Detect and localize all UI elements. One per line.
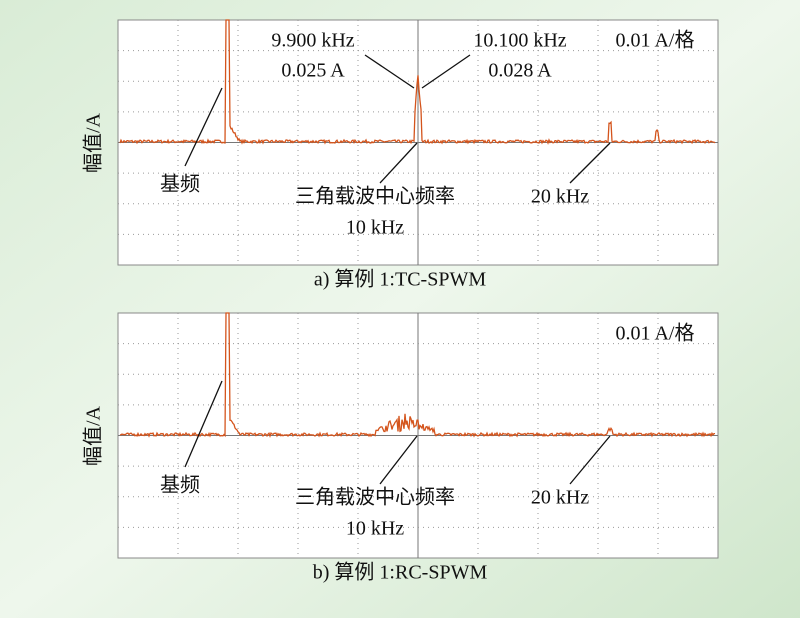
carrier-label: 三角载波中心频率 [295,185,455,208]
peak-amplitude: 0.025 A [281,60,345,82]
carrier-freq-label: 10 kHz [346,217,404,239]
peak-frequency: 9.900 kHz [271,30,354,52]
carrier-label: 三角载波中心频率 [295,486,455,509]
fundamental-label: 基频 [160,474,200,497]
panels: 幅值/A0.01 A/格a) 算例 1:TC-SPWM基频三角载波中心频率10 … [82,19,719,584]
leader-line [364,54,415,89]
spectrum-trace [119,19,716,145]
scale-label: 0.01 A/格 [616,322,695,345]
leader-line [184,380,223,468]
y-axis-label: 幅值/A [82,112,105,173]
leader-line [379,435,418,485]
leader-line [184,87,223,167]
scale-label: 0.01 A/格 [616,29,695,52]
peak-frequency: 10.100 kHz [473,30,566,52]
leader-line [421,54,471,89]
harmonic-label: 20 kHz [531,186,589,208]
peak-amplitude: 0.028 A [488,60,552,82]
leader-line [569,435,611,485]
spectrum-trace [119,312,715,438]
leader-line [379,142,418,184]
y-axis-label: 幅值/A [82,405,105,466]
caption: a) 算例 1:TC-SPWM [314,268,486,291]
leader-line [569,142,611,184]
caption: b) 算例 1:RC-SPWM [313,561,488,584]
carrier-freq-label: 10 kHz [346,518,404,540]
harmonic-label: 20 kHz [531,487,589,509]
fundamental-label: 基频 [160,173,200,196]
